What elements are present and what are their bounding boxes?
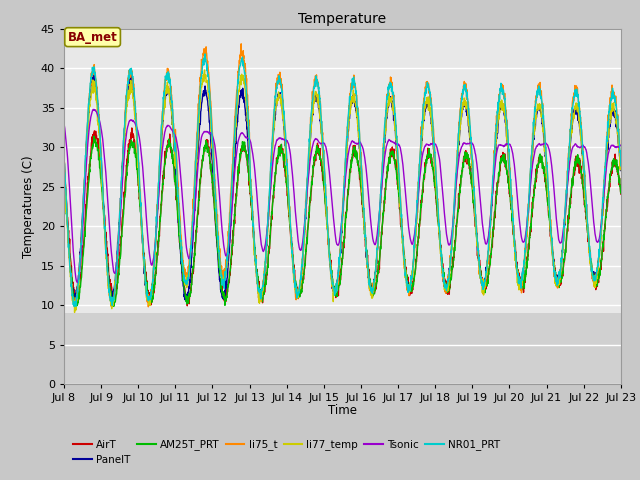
PanelT	[60, 155, 68, 160]
li77_temp	[568, 118, 576, 123]
li77_temp	[359, 204, 367, 209]
li75_t	[617, 152, 625, 158]
AirT	[216, 272, 223, 278]
Title: Temperature: Temperature	[298, 12, 387, 26]
AirT	[371, 288, 379, 293]
NR01_PRT	[371, 271, 379, 277]
li75_t	[568, 108, 576, 113]
PanelT	[359, 199, 367, 205]
AirT	[128, 125, 136, 131]
AM25T_PRT	[584, 228, 591, 234]
Line: Tsonic: Tsonic	[64, 109, 621, 283]
li75_t	[505, 149, 513, 155]
Legend: AirT, PanelT, AM25T_PRT, li75_t, li77_temp, Tsonic, NR01_PRT: AirT, PanelT, AM25T_PRT, li75_t, li77_te…	[69, 435, 504, 469]
Line: AirT: AirT	[64, 128, 621, 306]
PanelT	[108, 300, 116, 305]
Tsonic	[60, 121, 68, 127]
AM25T_PRT	[505, 176, 513, 181]
Tsonic	[617, 142, 625, 148]
li75_t	[584, 221, 591, 227]
Line: AM25T_PRT: AM25T_PRT	[64, 136, 621, 307]
NR01_PRT	[60, 151, 68, 157]
li75_t	[71, 305, 79, 311]
NR01_PRT	[70, 304, 78, 310]
Tsonic	[371, 242, 379, 248]
li77_temp	[216, 263, 223, 269]
NR01_PRT	[216, 255, 223, 261]
li77_temp	[201, 67, 209, 73]
Tsonic	[74, 280, 81, 286]
AM25T_PRT	[60, 175, 68, 180]
li77_temp	[584, 226, 591, 232]
PanelT	[568, 128, 576, 133]
PanelT	[216, 276, 223, 282]
AM25T_PRT	[72, 304, 80, 310]
Y-axis label: Temperatures (C): Temperatures (C)	[22, 155, 35, 258]
Tsonic	[90, 107, 97, 112]
Line: PanelT: PanelT	[64, 73, 621, 302]
Bar	[64, 313, 621, 384]
AirT	[617, 191, 625, 197]
NR01_PRT	[359, 195, 367, 201]
li77_temp	[371, 273, 379, 278]
PanelT	[371, 270, 379, 276]
Bar	[64, 29, 621, 313]
PanelT	[505, 161, 513, 167]
AirT	[584, 230, 591, 236]
NR01_PRT	[505, 148, 513, 154]
AirT	[60, 170, 68, 176]
Tsonic	[359, 145, 367, 151]
AM25T_PRT	[568, 180, 576, 185]
PanelT	[617, 166, 625, 171]
Tsonic	[584, 156, 591, 162]
li75_t	[216, 250, 223, 255]
li77_temp	[505, 155, 513, 160]
AM25T_PRT	[617, 190, 625, 196]
PanelT	[584, 225, 591, 231]
li77_temp	[617, 167, 625, 172]
AirT	[184, 303, 191, 309]
NR01_PRT	[201, 51, 209, 57]
li75_t	[60, 157, 68, 163]
Text: BA_met: BA_met	[68, 31, 118, 44]
Line: li75_t: li75_t	[64, 44, 621, 308]
li75_t	[237, 41, 245, 47]
Tsonic	[505, 141, 513, 147]
NR01_PRT	[584, 222, 591, 228]
AirT	[505, 180, 513, 186]
Tsonic	[216, 197, 223, 203]
Line: NR01_PRT: NR01_PRT	[64, 54, 621, 307]
X-axis label: Time: Time	[328, 405, 357, 418]
NR01_PRT	[617, 163, 625, 168]
li77_temp	[60, 162, 68, 168]
AM25T_PRT	[90, 133, 98, 139]
Tsonic	[568, 146, 576, 152]
li75_t	[359, 192, 367, 197]
AM25T_PRT	[216, 272, 223, 277]
AirT	[568, 177, 576, 183]
Line: li77_temp: li77_temp	[64, 70, 621, 312]
PanelT	[90, 71, 97, 76]
AM25T_PRT	[371, 280, 379, 286]
li77_temp	[71, 310, 79, 315]
AirT	[359, 203, 367, 209]
AM25T_PRT	[359, 204, 367, 210]
li75_t	[371, 273, 379, 278]
NR01_PRT	[568, 105, 576, 110]
